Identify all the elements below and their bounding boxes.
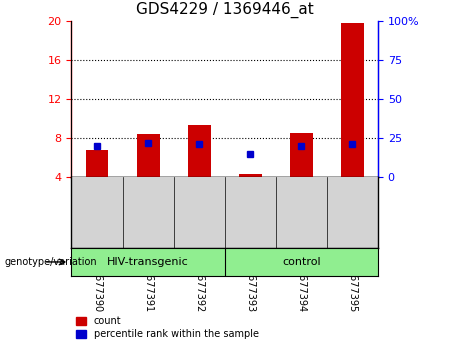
Bar [341, 23, 364, 177]
Bar [239, 174, 262, 177]
Text: genotype/variation: genotype/variation [5, 257, 97, 267]
Text: HIV-transgenic: HIV-transgenic [107, 257, 189, 267]
Bar [85, 150, 108, 177]
Text: control: control [282, 257, 321, 267]
Bar [290, 133, 313, 177]
Bar [188, 125, 211, 177]
Title: GDS4229 / 1369446_at: GDS4229 / 1369446_at [136, 2, 313, 18]
Legend: count, percentile rank within the sample: count, percentile rank within the sample [77, 316, 259, 339]
Bar [136, 134, 160, 177]
